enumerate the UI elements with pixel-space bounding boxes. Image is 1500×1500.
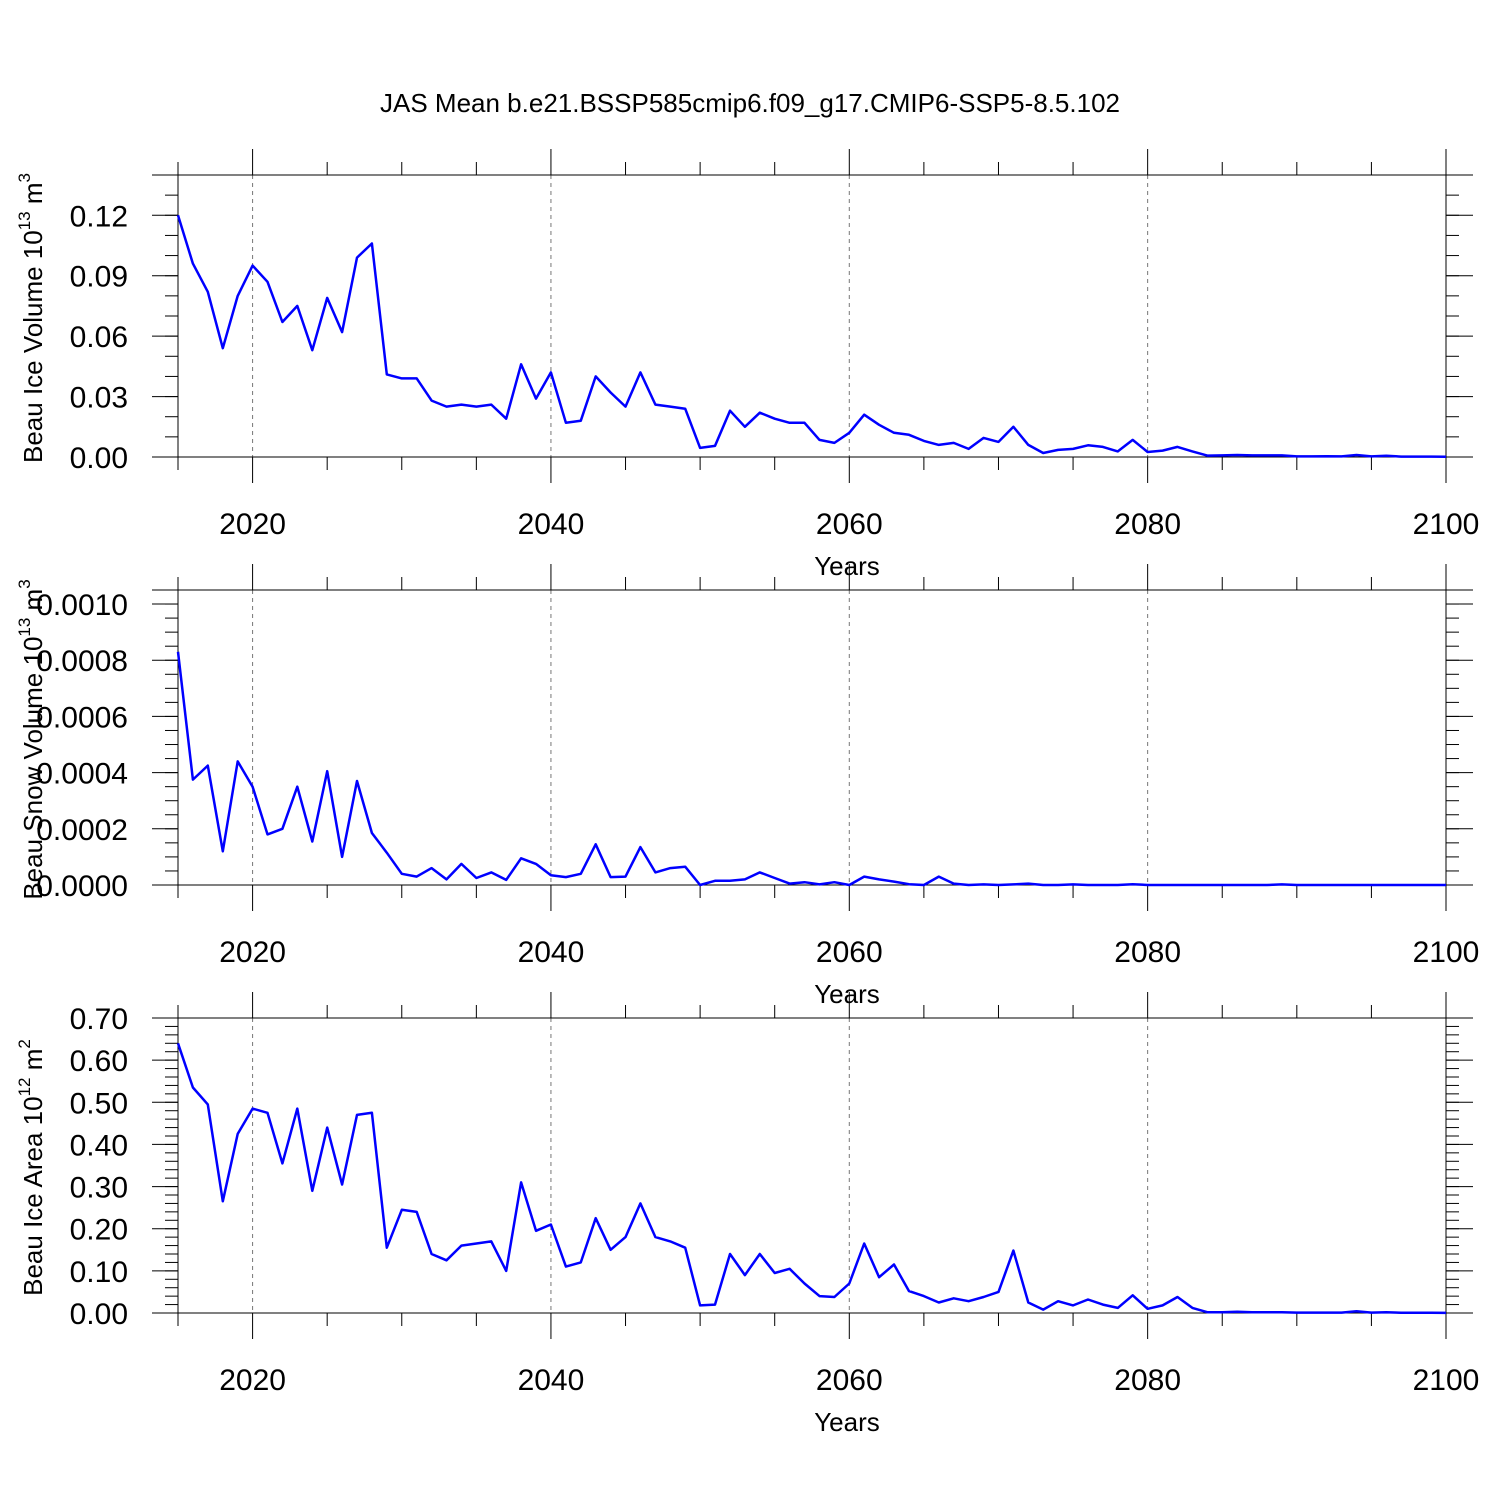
y-tick-label: 0.09 — [70, 261, 128, 294]
series-line-1 — [176, 214, 1447, 459]
y-axis-label-unit-exponent: 3 — [15, 173, 34, 182]
y-axis-label-text: Beau Ice Volume 10 — [18, 230, 48, 463]
x-tick-label: 2040 — [518, 936, 585, 969]
y-axis-label-exponent: 13 — [15, 211, 34, 230]
y-tick-label: 0.00 — [70, 1298, 128, 1331]
y-tick-label: 0.60 — [70, 1045, 128, 1078]
chart-panel-3: 2020 2040 2060 2080 2100 Years 0.00 0.10 0.20 0.3… — [15, 992, 1479, 1437]
x-tick-label: 2020 — [219, 936, 286, 969]
y-tick-label: 0.10 — [70, 1256, 128, 1289]
y-axis-label-text: Beau Snow Volume 10 — [18, 637, 48, 900]
y-tick-label: 0.00 — [70, 442, 128, 475]
y-axis-label: Beau Ice Area 1012 m2 — [15, 1039, 48, 1296]
y-tick-label: 0.0002 — [36, 814, 128, 847]
series-line-1 — [176, 651, 1446, 887]
x-axis-label: Years — [814, 979, 880, 1009]
y-axis-label-unit: m — [18, 182, 48, 211]
y-axis-label-unit: m — [18, 1049, 48, 1078]
x-tick-label: 2020 — [219, 508, 286, 541]
x-tick-label: 2060 — [816, 508, 883, 541]
x-tick-label: 2080 — [1114, 508, 1181, 541]
y-tick-label: 0.03 — [70, 382, 128, 415]
y-tick-label: 0.0004 — [36, 758, 128, 791]
x-tick-label: 2100 — [1413, 508, 1480, 541]
y-tick-label: 0.12 — [70, 200, 128, 233]
x-tick-label: 2080 — [1114, 936, 1181, 969]
series-line-1 — [176, 1042, 1447, 1315]
x-tick-label: 2060 — [816, 936, 883, 969]
y-tick-label: 0.0008 — [36, 645, 128, 678]
y-tick-label: 0.0010 — [36, 589, 128, 622]
y-axis-label-unit-exponent: 3 — [15, 579, 34, 588]
y-axis-label: Beau Snow Volume 1013 m3 — [15, 579, 48, 899]
y-tick-label: 0.30 — [70, 1172, 128, 1205]
chart-panel-1: 2020 2040 2060 2080 2100 Years 0.00 0.03 0.06 0.0… — [15, 149, 1479, 581]
x-axis-label: Years — [814, 1407, 880, 1437]
x-tick-label: 2040 — [518, 508, 585, 541]
y-tick-label: 0.40 — [70, 1129, 128, 1162]
x-tick-label: 2020 — [219, 1364, 286, 1397]
y-tick-label: 0.70 — [70, 1003, 128, 1036]
y-axis-label-exponent: 12 — [15, 1077, 34, 1096]
y-axis-label-unit: m — [18, 589, 48, 618]
chart-panel-2: 2020 2040 2060 2080 2100 Years 0.0000 0.0002 0.0… — [15, 564, 1479, 1009]
y-axis-label-unit-exponent: 2 — [15, 1039, 34, 1048]
chart-title: JAS Mean b.e21.BSSP585cmip6.f09_g17.CMIP… — [380, 88, 1120, 118]
y-axis-label-exponent: 13 — [15, 618, 34, 637]
y-axis-label-text: Beau Ice Area 10 — [18, 1096, 48, 1295]
x-axis-label: Years — [814, 551, 880, 581]
x-tick-label: 2080 — [1114, 1364, 1181, 1397]
y-tick-label: 0.50 — [70, 1087, 128, 1120]
x-tick-label: 2100 — [1413, 1364, 1480, 1397]
y-tick-label: 0.06 — [70, 321, 128, 354]
y-tick-label: 0.0006 — [36, 701, 128, 734]
x-tick-label: 2100 — [1413, 936, 1480, 969]
y-axis-label: Beau Ice Volume 1013 m3 — [15, 173, 48, 463]
x-tick-label: 2060 — [816, 1364, 883, 1397]
x-tick-label: 2040 — [518, 1364, 585, 1397]
y-tick-label: 0.0000 — [36, 870, 128, 903]
y-tick-label: 0.20 — [70, 1214, 128, 1247]
